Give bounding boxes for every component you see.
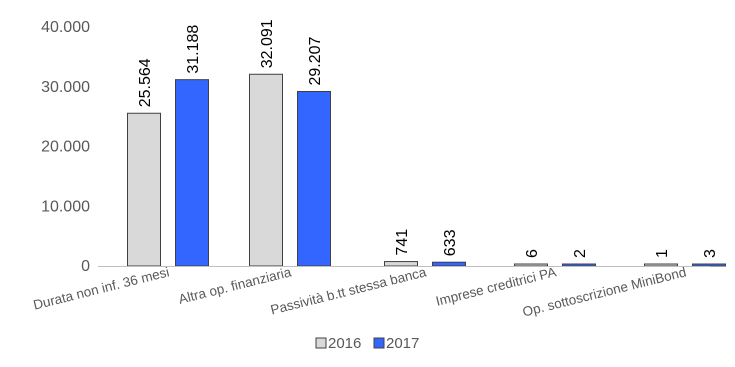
data-label: 25.564	[137, 58, 154, 107]
data-label: 31.188	[185, 25, 202, 74]
y-tick-label: 0	[81, 258, 90, 275]
bar-2017-3	[432, 261, 466, 267]
y-tick-label: 20.000	[41, 139, 90, 156]
data-label: 6	[524, 249, 541, 258]
data-label: 633	[442, 229, 459, 256]
data-label: 741	[394, 229, 411, 256]
bar-2016-2	[249, 73, 283, 267]
data-label: 1	[654, 249, 671, 258]
legend-swatch-2016	[315, 337, 327, 349]
bar-2017-2	[297, 90, 331, 267]
legend-label: 2016	[328, 335, 361, 352]
data-label: 3	[702, 249, 719, 258]
x-category-label: Passività b.tt stessa banca	[269, 264, 428, 317]
legend-swatch-2017	[373, 337, 385, 349]
bar-2016-5	[644, 263, 678, 267]
data-label: 32.091	[259, 19, 276, 68]
bar-2016-1	[127, 112, 161, 267]
bar-2016-3	[384, 261, 418, 267]
legend-label: 2017	[386, 335, 419, 352]
y-tick-label: 40.000	[41, 19, 90, 36]
y-tick-label: 30.000	[41, 79, 90, 96]
x-category-label: Durata non inf. 36 mesi	[32, 264, 171, 312]
bar-2017-1	[175, 79, 209, 267]
bar-2017-5	[692, 263, 726, 267]
y-tick-label: 10.000	[41, 198, 90, 215]
bar-2016-4	[514, 263, 548, 267]
data-label: 2	[572, 249, 589, 258]
data-label: 29.207	[307, 36, 324, 85]
bar-2017-4	[562, 263, 596, 267]
